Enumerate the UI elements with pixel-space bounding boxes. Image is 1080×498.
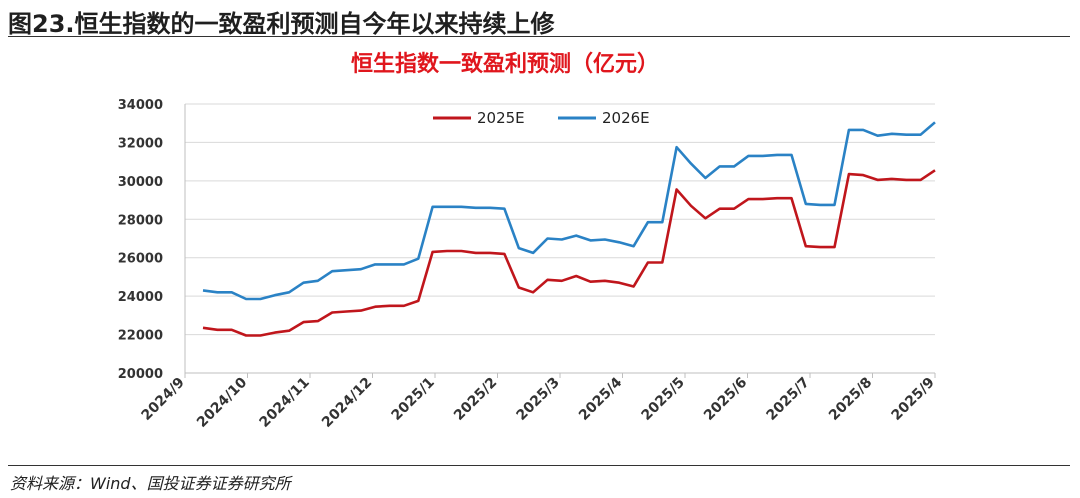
- x-tick-label: 2025/1: [388, 375, 437, 424]
- y-tick-label: 20000: [118, 367, 163, 382]
- x-tick-label: 2025/7: [763, 375, 812, 424]
- legend-label-2026E: 2026E: [602, 109, 650, 127]
- y-tick-label: 34000: [118, 98, 163, 113]
- series-layer: [202, 121, 936, 337]
- x-tick-label: 2024/12: [319, 375, 375, 431]
- bottom-rule: [8, 465, 1070, 466]
- y-tick-label: 32000: [118, 136, 163, 151]
- figure-title: 图23.恒生指数的一致盈利预测自今年以来持续上修: [8, 10, 555, 38]
- y-tick-label: 30000: [118, 175, 163, 190]
- legend: 2025E 2026E: [433, 109, 650, 127]
- x-tick-label: 2025/2: [451, 375, 500, 424]
- top-rule: [8, 36, 1070, 37]
- x-tick-label: 2025/9: [888, 375, 937, 424]
- y-tick-label: 22000: [118, 329, 163, 344]
- x-tick-label: 2025/6: [701, 375, 750, 424]
- x-tick-label: 2024/11: [257, 375, 313, 431]
- chart-title: 恒生指数一致盈利预测（亿元）: [351, 51, 659, 77]
- series-line-2025E: [202, 169, 936, 337]
- legend-label-2025E: 2025E: [477, 109, 525, 127]
- x-tick-label: 2024/10: [194, 374, 250, 430]
- x-tick-label: 2025/5: [638, 375, 687, 424]
- y-tick-label: 26000: [118, 252, 163, 267]
- y-tick-label: 24000: [118, 290, 163, 305]
- x-axis: 2024/9 2024/10 2024/11 2024/12 2025/1 2025/2 2…: [138, 373, 938, 431]
- x-tick-label: 2025/4: [576, 374, 626, 424]
- x-tick-label: 2025/3: [513, 375, 562, 424]
- y-tick-label: 28000: [118, 213, 163, 228]
- source-note: 资料来源：Wind、国投证券证券研究所: [10, 474, 291, 493]
- y-axis: 20000 22000 24000 26000 28000 30000 32000 34000: [118, 98, 163, 382]
- series-line-2026E: [202, 121, 936, 301]
- x-tick-label: 2025/8: [826, 375, 875, 424]
